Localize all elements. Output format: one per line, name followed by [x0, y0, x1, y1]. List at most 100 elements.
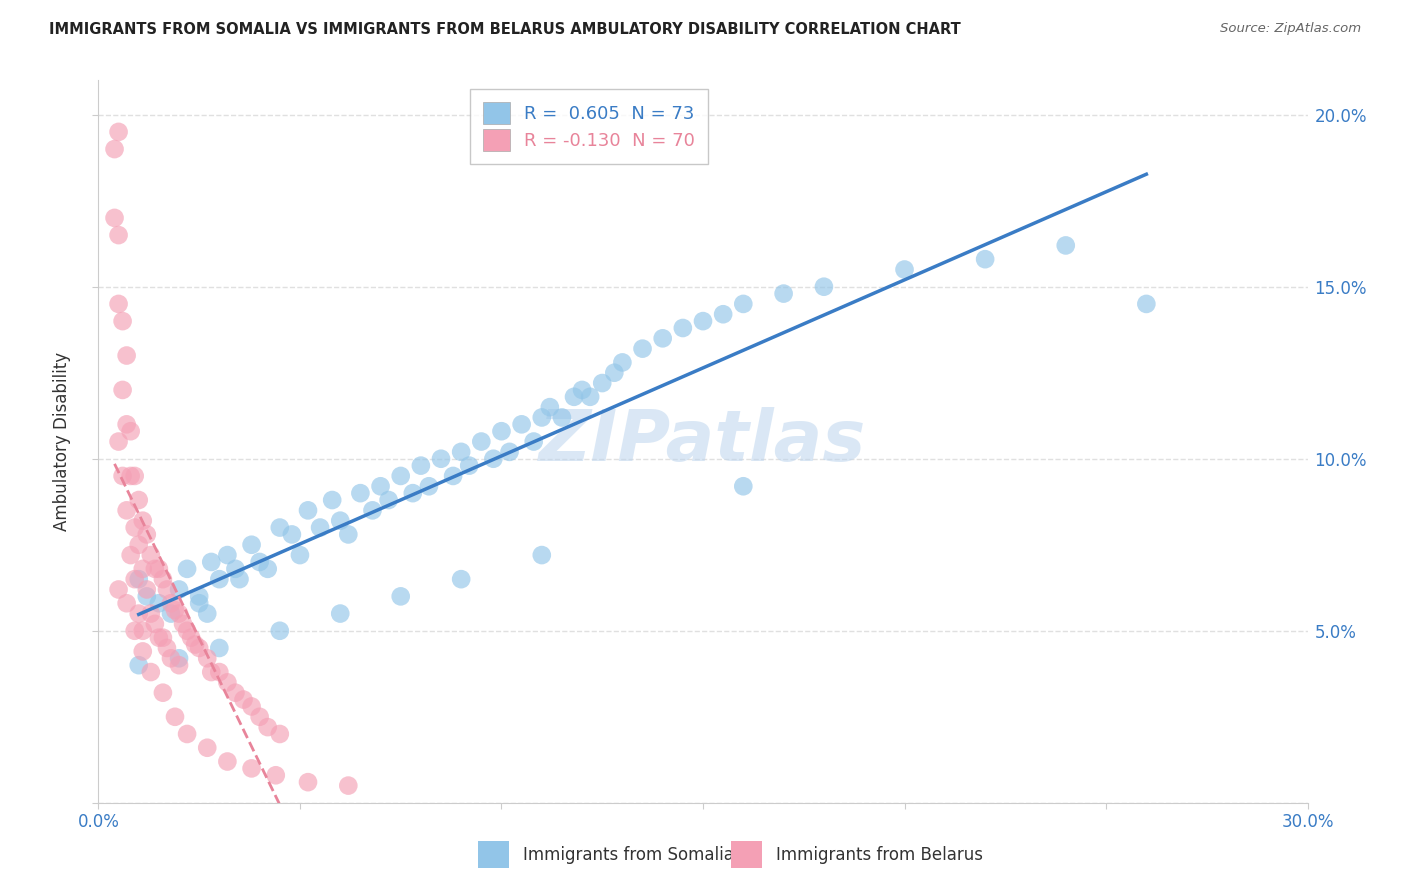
- Point: [631, 342, 654, 356]
- Point: [217, 755, 239, 769]
- Point: [208, 665, 231, 679]
- Point: [893, 262, 915, 277]
- Point: [124, 572, 146, 586]
- Point: [217, 675, 239, 690]
- Point: [409, 458, 432, 473]
- Point: [195, 607, 218, 621]
- Point: [115, 503, 138, 517]
- Point: [111, 383, 134, 397]
- Point: [160, 596, 183, 610]
- Point: [269, 624, 291, 638]
- Point: [167, 658, 190, 673]
- Point: [139, 607, 162, 621]
- Point: [128, 658, 150, 673]
- Point: [337, 779, 360, 793]
- Point: [152, 686, 174, 700]
- Point: [167, 607, 190, 621]
- Point: [491, 424, 513, 438]
- Point: [571, 383, 593, 397]
- Point: [249, 555, 271, 569]
- Point: [115, 349, 138, 363]
- Point: [523, 434, 546, 449]
- Point: [813, 279, 835, 293]
- Point: [240, 699, 263, 714]
- Point: [733, 297, 755, 311]
- Point: [361, 503, 384, 517]
- Point: [256, 720, 278, 734]
- Point: [551, 410, 574, 425]
- Point: [321, 493, 343, 508]
- Point: [217, 548, 239, 562]
- Point: [297, 503, 319, 517]
- Point: [1054, 238, 1077, 252]
- Point: [172, 616, 194, 631]
- Point: [349, 486, 371, 500]
- Point: [482, 451, 505, 466]
- Text: ZIPatlas: ZIPatlas: [540, 407, 866, 476]
- Point: [120, 548, 142, 562]
- Point: [538, 400, 561, 414]
- Point: [156, 582, 179, 597]
- Point: [160, 607, 183, 621]
- Point: [184, 638, 207, 652]
- Point: [107, 582, 129, 597]
- Point: [377, 493, 399, 508]
- Point: [208, 572, 231, 586]
- Point: [458, 458, 481, 473]
- Point: [128, 607, 150, 621]
- Point: [240, 538, 263, 552]
- Point: [188, 640, 211, 655]
- Point: [128, 538, 150, 552]
- Point: [389, 469, 412, 483]
- Point: [115, 417, 138, 432]
- Point: [591, 376, 613, 390]
- Point: [309, 520, 332, 534]
- Point: [228, 572, 250, 586]
- Point: [152, 631, 174, 645]
- Point: [329, 607, 352, 621]
- Point: [128, 572, 150, 586]
- Point: [120, 424, 142, 438]
- Text: Immigrants from Belarus: Immigrants from Belarus: [776, 847, 983, 864]
- Point: [143, 616, 166, 631]
- Point: [107, 297, 129, 311]
- Point: [111, 314, 134, 328]
- Y-axis label: Ambulatory Disability: Ambulatory Disability: [53, 352, 72, 531]
- Point: [148, 596, 170, 610]
- Point: [107, 434, 129, 449]
- Point: [651, 331, 673, 345]
- Point: [132, 514, 155, 528]
- Point: [124, 469, 146, 483]
- Point: [672, 321, 695, 335]
- Point: [167, 582, 190, 597]
- Point: [450, 445, 472, 459]
- Point: [224, 686, 246, 700]
- Point: [115, 596, 138, 610]
- Point: [269, 727, 291, 741]
- Point: [337, 527, 360, 541]
- Point: [195, 740, 218, 755]
- Point: [139, 548, 162, 562]
- Point: [418, 479, 440, 493]
- Point: [176, 562, 198, 576]
- Point: [132, 624, 155, 638]
- Point: [163, 603, 186, 617]
- Point: [530, 548, 553, 562]
- Point: [264, 768, 287, 782]
- Point: [733, 479, 755, 493]
- Point: [430, 451, 453, 466]
- Legend: R =  0.605  N = 73, R = -0.130  N = 70: R = 0.605 N = 73, R = -0.130 N = 70: [470, 89, 707, 164]
- Point: [200, 665, 222, 679]
- Point: [603, 366, 626, 380]
- Point: [510, 417, 533, 432]
- Point: [562, 390, 585, 404]
- Point: [107, 125, 129, 139]
- Point: [135, 582, 157, 597]
- Point: [530, 410, 553, 425]
- Point: [176, 624, 198, 638]
- Point: [441, 469, 464, 483]
- Point: [200, 555, 222, 569]
- Point: [128, 493, 150, 508]
- Point: [256, 562, 278, 576]
- Point: [143, 562, 166, 576]
